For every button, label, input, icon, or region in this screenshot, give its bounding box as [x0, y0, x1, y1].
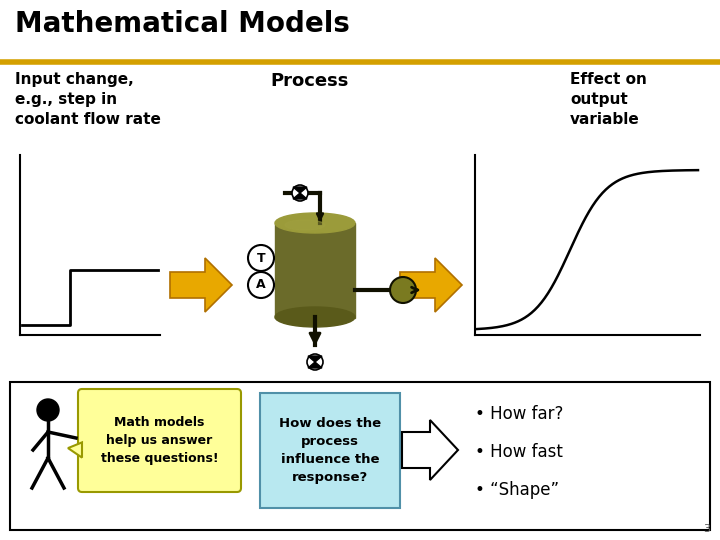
Circle shape	[248, 245, 274, 271]
Polygon shape	[402, 420, 458, 480]
Bar	[10, 382, 710, 530]
Text: Input change,
e.g., step in
coolant flow rate: Input change, e.g., step in coolant flow…	[15, 72, 161, 126]
Text: T: T	[257, 252, 265, 265]
Text: Math models
help us answer
these questions!: Math models help us answer these questio…	[101, 416, 218, 465]
Bar	[260, 393, 400, 508]
Circle shape	[307, 354, 323, 370]
Text: • How fast: • How fast	[475, 443, 563, 461]
Text: • How far?: • How far?	[475, 405, 563, 423]
Polygon shape	[293, 187, 307, 193]
Text: 3: 3	[703, 524, 710, 534]
Text: • “Shape”: • “Shape”	[475, 481, 559, 499]
Polygon shape	[308, 356, 322, 362]
Polygon shape	[400, 258, 462, 312]
Circle shape	[292, 185, 308, 201]
Text: A: A	[256, 279, 266, 292]
Circle shape	[37, 399, 59, 421]
Text: How does the
process
influence the
response?: How does the process influence the respo…	[279, 417, 381, 484]
Polygon shape	[68, 442, 82, 457]
Text: Process: Process	[271, 72, 349, 90]
Text: Effect on
output
variable: Effect on output variable	[570, 72, 647, 126]
Text: Mathematical Models: Mathematical Models	[15, 10, 350, 38]
Circle shape	[390, 277, 416, 303]
Polygon shape	[308, 362, 322, 368]
Polygon shape	[293, 193, 307, 199]
Ellipse shape	[285, 220, 325, 230]
Bar	[275, 223, 355, 318]
FancyBboxPatch shape	[78, 389, 241, 492]
Polygon shape	[170, 258, 232, 312]
Ellipse shape	[275, 213, 355, 233]
Circle shape	[248, 272, 274, 298]
Ellipse shape	[275, 307, 355, 327]
